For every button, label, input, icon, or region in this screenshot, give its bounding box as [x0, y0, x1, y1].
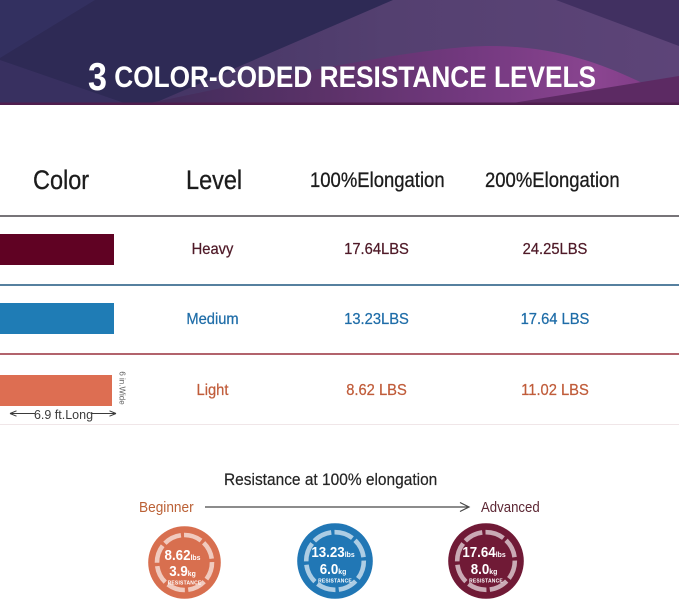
- svg-text:17.64lbs: 17.64lbs: [462, 543, 505, 560]
- svg-text:RESISTANCE: RESISTANCE: [167, 581, 201, 587]
- svg-text:13.23lbs: 13.23lbs: [311, 543, 354, 560]
- svg-text:RESISTANCE: RESISTANCE: [318, 579, 352, 585]
- svg-text:6.9 ft.Long: 6.9 ft.Long: [34, 408, 93, 422]
- svg-text:RESISTANCE: RESISTANCE: [469, 579, 503, 585]
